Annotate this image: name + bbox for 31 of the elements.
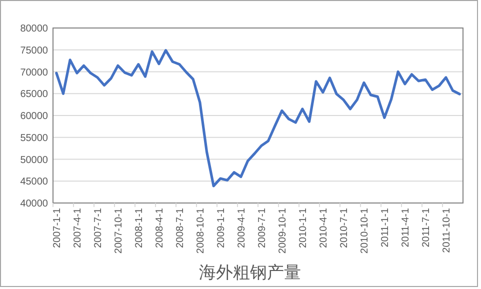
x-tick-label: 2009-7-1 (256, 208, 268, 248)
y-tick-label: 60000 (20, 111, 48, 122)
y-tick-label: 50000 (20, 154, 48, 166)
x-tick-label: 2007-7-1 (92, 208, 104, 248)
y-tick-label: 70000 (20, 67, 48, 78)
y-tick-label: 65000 (20, 89, 48, 100)
x-tick-label: 2011-10-1 (441, 208, 452, 253)
y-tick-label: 55000 (20, 132, 48, 144)
x-tick-label: 2007-4-1 (72, 208, 84, 248)
x-tick-label: 2010-7-1 (338, 208, 350, 248)
text: 海外粗钢产量 (199, 263, 301, 282)
x-tick-label: 2011-4-1 (400, 208, 412, 248)
y-tick-label: 80000 (20, 24, 48, 34)
y-tick-label: 45000 (20, 176, 48, 188)
x-tick-label: 2007-1-1 (52, 208, 63, 248)
x-tick-label: 2010-10-1 (359, 208, 370, 254)
y-tick-label: 40000 (20, 198, 48, 210)
x-tick-label: 2010-1-1 (298, 208, 309, 248)
x-tick-label: 2008-1-1 (134, 208, 145, 248)
x-tick-label: 2008-4-1 (154, 208, 166, 248)
x-tick-label: 2008-7-1 (174, 208, 186, 248)
x-tick-label: 2011-1-1 (380, 208, 391, 248)
x-tick-label: 2009-1-1 (216, 208, 227, 248)
x-tick-label: 2009-4-1 (236, 208, 248, 248)
x-tick-label: 2010-4-1 (318, 208, 330, 248)
x-tick-label: 2007-10-1 (113, 208, 124, 254)
x-tick-label: 2011-7-1 (420, 208, 432, 248)
y-tick-label: 75000 (20, 45, 48, 56)
x-tick-label: 2008-10-1 (195, 208, 206, 254)
line-series (55, 49, 461, 188)
x-tick-label: 2009-10-1 (277, 208, 288, 254)
